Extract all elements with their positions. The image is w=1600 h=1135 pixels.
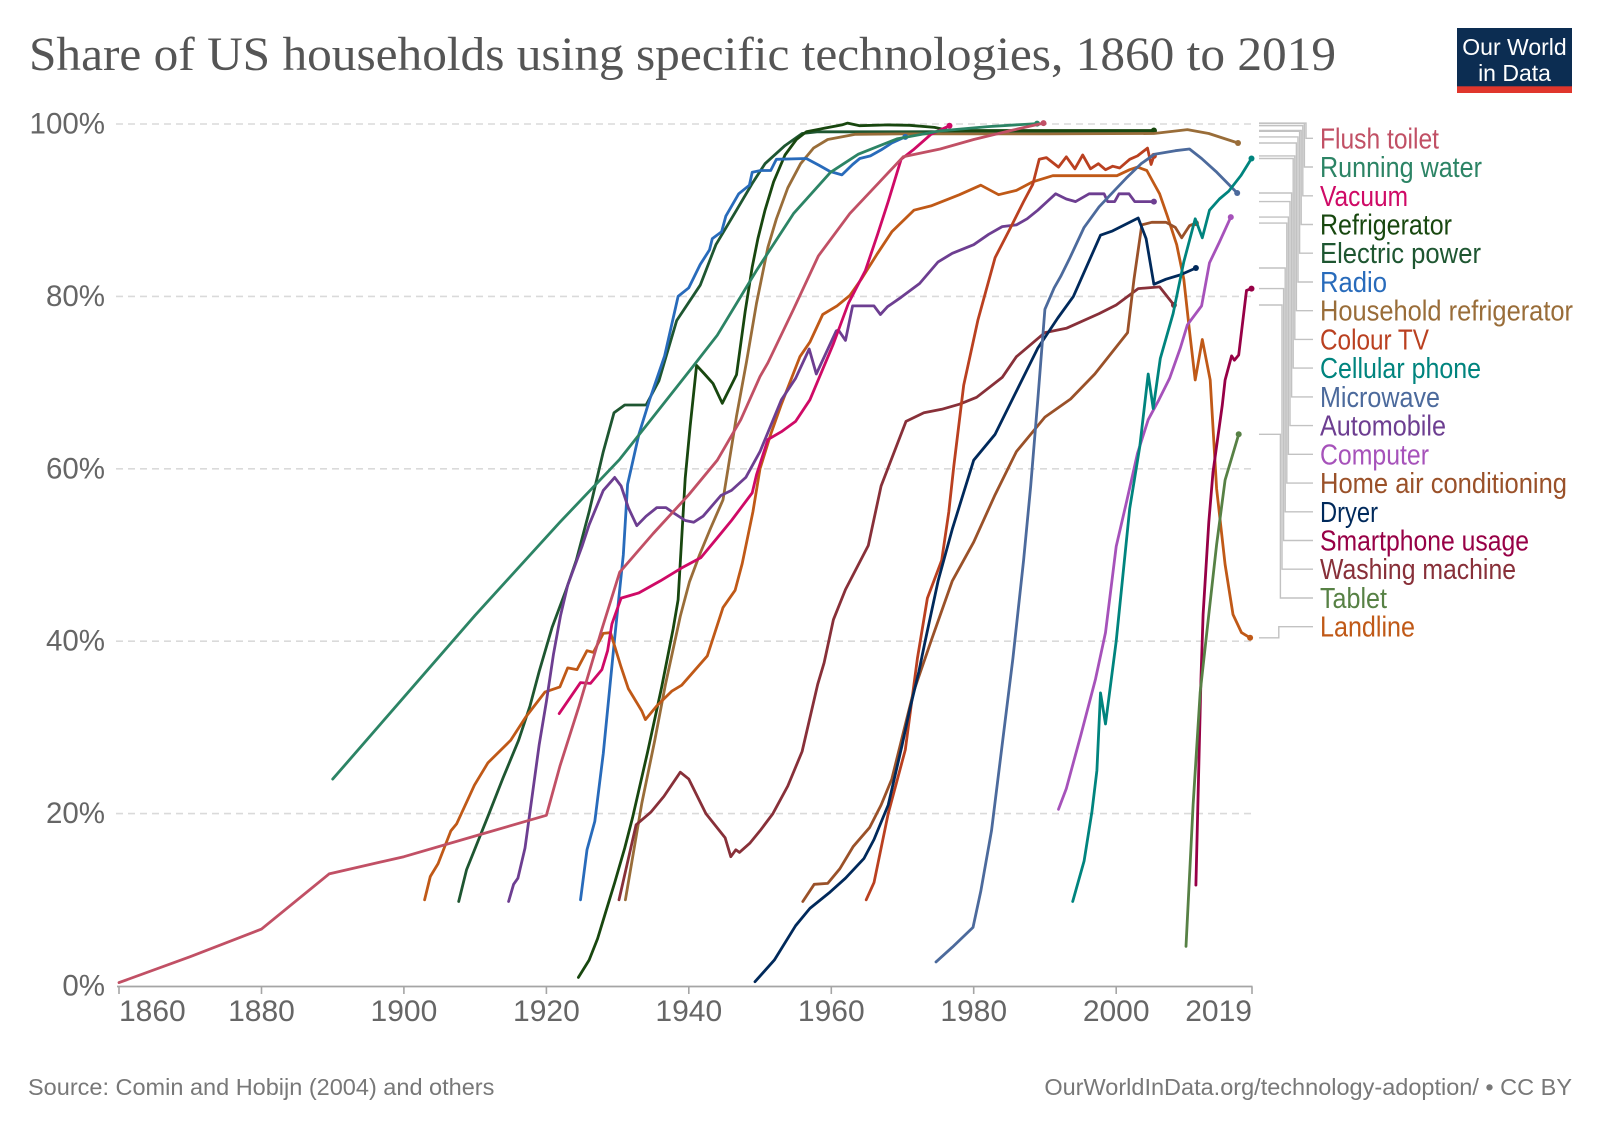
svg-text:Radio: Radio: [1320, 267, 1387, 299]
svg-text:1940: 1940: [655, 995, 722, 1028]
svg-text:Colour TV: Colour TV: [1320, 324, 1429, 356]
svg-text:20%: 20%: [46, 797, 105, 830]
svg-text:1900: 1900: [371, 995, 438, 1028]
svg-text:Vacuum: Vacuum: [1320, 181, 1408, 213]
svg-text:Dryer: Dryer: [1320, 497, 1378, 529]
svg-text:1880: 1880: [228, 995, 295, 1028]
svg-text:Running water: Running water: [1320, 152, 1482, 184]
svg-text:80%: 80%: [46, 280, 105, 313]
svg-text:Landline: Landline: [1320, 612, 1415, 644]
svg-text:Home air conditioning: Home air conditioning: [1320, 468, 1567, 500]
svg-text:Washing machine: Washing machine: [1320, 554, 1516, 586]
svg-text:Share of US households using s: Share of US households using specific te…: [29, 28, 1336, 81]
svg-text:1960: 1960: [798, 995, 865, 1028]
svg-text:40%: 40%: [46, 625, 105, 658]
svg-text:Refrigerator: Refrigerator: [1320, 210, 1452, 242]
svg-text:in Data: in Data: [1478, 60, 1551, 86]
svg-text:Computer: Computer: [1320, 439, 1429, 471]
svg-text:Microwave: Microwave: [1320, 382, 1440, 414]
svg-text:Automobile: Automobile: [1320, 411, 1446, 443]
svg-text:Flush toilet: Flush toilet: [1320, 123, 1439, 155]
svg-text:2000: 2000: [1083, 995, 1150, 1028]
svg-text:Tablet: Tablet: [1320, 583, 1387, 615]
svg-text:60%: 60%: [46, 452, 105, 485]
svg-text:Cellular phone: Cellular phone: [1320, 353, 1481, 385]
svg-text:0%: 0%: [62, 970, 105, 1003]
svg-text:Smartphone usage: Smartphone usage: [1320, 526, 1529, 558]
svg-text:OurWorldInData.org/technology-: OurWorldInData.org/technology-adoption/ …: [1044, 1074, 1572, 1100]
svg-text:1980: 1980: [940, 995, 1007, 1028]
svg-text:Source: Comin and Hobijn (2004: Source: Comin and Hobijn (2004) and othe…: [28, 1074, 494, 1100]
svg-text:Household refrigerator: Household refrigerator: [1320, 296, 1573, 328]
svg-text:1920: 1920: [513, 995, 580, 1028]
svg-text:Electric power: Electric power: [1320, 238, 1481, 270]
svg-text:2019: 2019: [1185, 995, 1252, 1028]
svg-text:Our World: Our World: [1462, 34, 1566, 60]
svg-text:1860: 1860: [119, 995, 186, 1028]
svg-text:100%: 100%: [30, 108, 105, 141]
